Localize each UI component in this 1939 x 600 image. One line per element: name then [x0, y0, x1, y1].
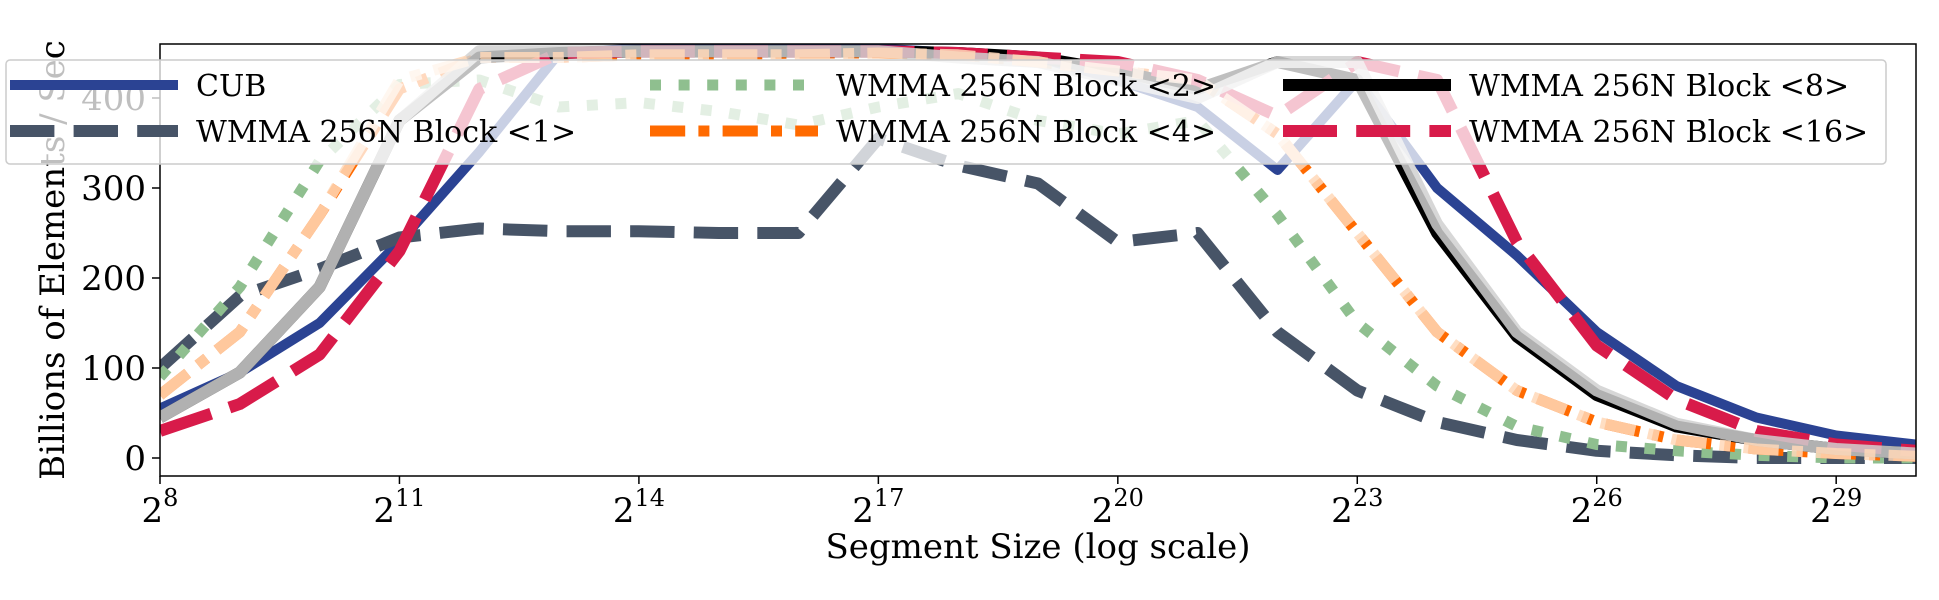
x-tick-label: 28 [142, 484, 179, 531]
x-tick-exponent: 17 [874, 484, 905, 512]
legend: CUB WMMA 256N Block <1> WMMA 256N Block <2… [5, 59, 1887, 165]
x-tick-label: 220 [1092, 484, 1144, 531]
legend-label-4: WMMA 256N Block <8> [1469, 69, 1849, 104]
plot-frame [159, 43, 1917, 477]
x-tick-base: 2 [1571, 491, 1593, 531]
x-tick-base: 2 [613, 491, 635, 531]
legend-label-0: CUB [196, 69, 266, 104]
legend-label-2: WMMA 256N Block <2> [836, 69, 1216, 104]
series-line-1 [160, 132, 1916, 464]
y-tick-label: 100 [81, 349, 146, 389]
x-tick-label: 214 [613, 484, 665, 531]
x-tick-label: 211 [373, 484, 425, 531]
x-tick-base: 2 [1331, 491, 1353, 531]
legend-label-1: WMMA 256N Block <1> [196, 115, 576, 150]
legend-label-3: WMMA 256N Block <4> [836, 115, 1216, 150]
x-tick-base: 2 [1092, 491, 1114, 531]
x-tick-exponent: 14 [634, 484, 665, 512]
x-tick-exponent: 23 [1353, 484, 1384, 512]
y-tick-label: 200 [81, 259, 146, 299]
x-tick-label: 229 [1810, 484, 1862, 531]
x-tick-base: 2 [1810, 491, 1832, 531]
x-tick-exponent: 11 [395, 484, 426, 512]
x-tick-label: 217 [852, 484, 904, 531]
x-tick-exponent: 26 [1592, 484, 1623, 512]
x-axis-title: Segment Size (log scale) [825, 527, 1250, 567]
x-tick-exponent: 29 [1832, 484, 1863, 512]
y-tick-label: 300 [81, 169, 146, 209]
x-tick-base: 2 [142, 491, 164, 531]
x-tick-base: 2 [852, 491, 874, 531]
y-tick-label: 0 [124, 439, 146, 479]
x-tick-label: 226 [1571, 484, 1623, 531]
x-tick-base: 2 [373, 491, 395, 531]
x-tick-exponent: 8 [163, 484, 178, 512]
x-tick-label: 223 [1331, 484, 1383, 531]
legend-label-5: WMMA 256N Block <16> [1469, 115, 1868, 150]
x-tick-exponent: 20 [1113, 484, 1144, 512]
